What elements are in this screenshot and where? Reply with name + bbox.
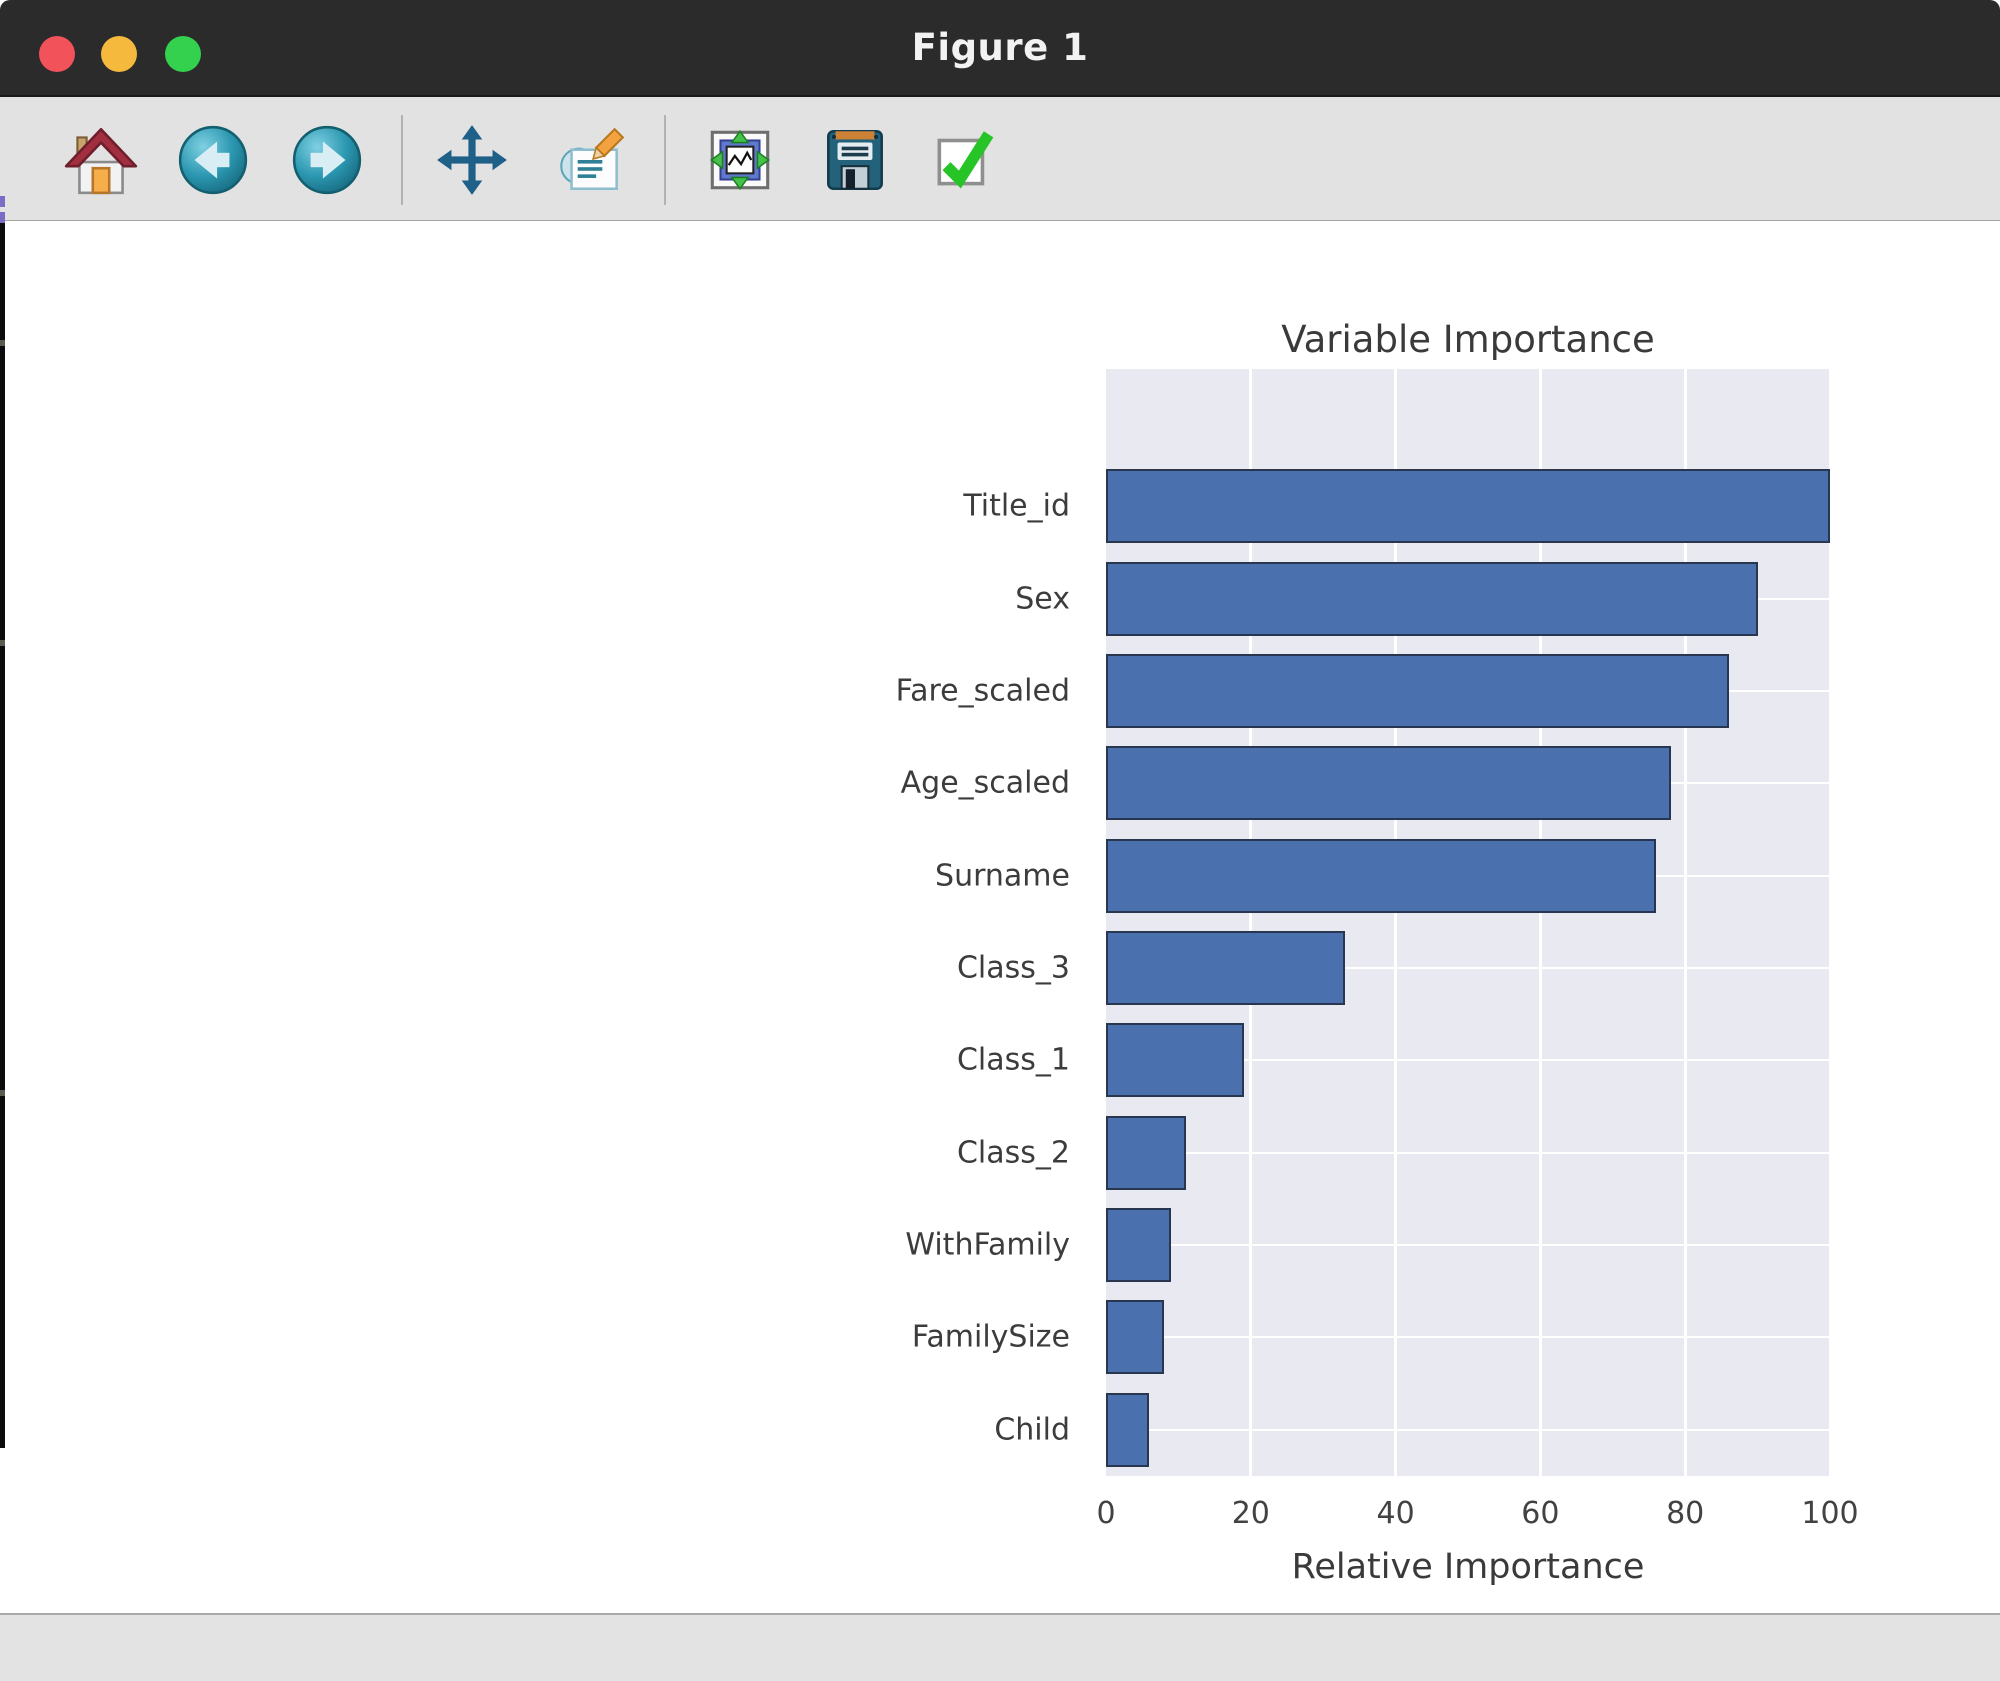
screen-edge-artifact: [0, 212, 5, 223]
screen-edge-artifact: [0, 196, 5, 207]
screen-edge-artifact: [0, 340, 5, 346]
save-icon: [816, 121, 894, 199]
category-label-Fare_scaled: Fare_scaled: [895, 673, 1070, 709]
save-button[interactable]: [816, 121, 894, 199]
category-label-WithFamily: WithFamily: [905, 1227, 1070, 1263]
gridline-horizontal: [1106, 1336, 1830, 1339]
gridline-vertical: [1249, 369, 1253, 1476]
category-label-Child: Child: [994, 1412, 1070, 1448]
gridline-horizontal: [1106, 1244, 1830, 1247]
category-label-Age_scaled: Age_scaled: [900, 765, 1070, 801]
category-label-FamilySize: FamilySize: [911, 1319, 1070, 1355]
gridline-vertical: [1394, 369, 1398, 1476]
statusbar: [0, 1613, 2000, 1681]
customize-button[interactable]: [551, 121, 629, 199]
gridline-vertical: [1538, 369, 1542, 1476]
chart-title: Variable Importance: [1281, 318, 1655, 361]
matplotlib-toolbar: [0, 97, 2000, 269]
toolbar-separator: [401, 115, 403, 205]
bar-Class_1: [1106, 1023, 1244, 1098]
configure-subplots-button[interactable]: [701, 121, 779, 199]
gridline-horizontal: [1106, 967, 1830, 969]
x-axis-ticks: 0 20 40 60 80 100: [1096, 1496, 1858, 1536]
axes: Variable Importance Title_id Sex Fare_scal…: [896, 318, 1859, 1587]
gridline-vertical: [1683, 369, 1687, 1476]
check-button[interactable]: [926, 121, 1004, 199]
check-icon: [926, 121, 1004, 199]
category-label-Class_3: Class_3: [956, 950, 1070, 986]
forward-button[interactable]: [288, 121, 366, 199]
x-axis-label: Relative Importance: [1291, 1547, 1645, 1587]
bar-Title_id: [1106, 469, 1830, 544]
bar-Class_3: [1106, 931, 1345, 1005]
close-button[interactable]: [39, 36, 75, 72]
screen-edge-artifact: [0, 640, 5, 646]
screen-edge-artifact: [0, 1090, 5, 1096]
category-label-Sex: Sex: [1015, 581, 1070, 617]
gridline-horizontal: [1106, 1428, 1830, 1431]
home-icon: [62, 121, 140, 199]
pan-button[interactable]: [433, 121, 511, 199]
category-label-Class_1: Class_1: [956, 1042, 1070, 1078]
toolbar-separator: [664, 115, 666, 205]
window-title: Figure 1: [911, 26, 1089, 69]
bar-Sex: [1106, 561, 1758, 636]
home-button[interactable]: [62, 121, 140, 199]
x-tick-label: 20: [1231, 1496, 1270, 1531]
back-button[interactable]: [174, 121, 252, 199]
category-label-Surname: Surname: [935, 858, 1070, 894]
customize-icon: [551, 121, 629, 199]
configure-subplots-icon: [701, 121, 779, 199]
bar-FamilySize: [1106, 1300, 1164, 1375]
figure-canvas[interactable]: Variable Importance Title_id Sex Fare_scal…: [0, 221, 2000, 1613]
back-icon: [174, 121, 252, 199]
x-tick-label: 0: [1096, 1496, 1116, 1531]
x-tick-label: 100: [1801, 1496, 1859, 1531]
x-tick-label: 60: [1521, 1496, 1560, 1531]
bar-WithFamily: [1106, 1208, 1172, 1283]
maximize-button[interactable]: [165, 36, 201, 72]
gridline-vertical: [1828, 369, 1832, 1476]
titlebar[interactable]: Figure 1: [0, 0, 2000, 97]
pan-icon: [433, 121, 511, 199]
gridline-horizontal: [1106, 1151, 1830, 1154]
bar-Age_scaled: [1106, 746, 1671, 821]
bar-Fare_scaled: [1106, 653, 1729, 728]
gridline-horizontal: [1106, 1059, 1830, 1062]
x-tick-label: 40: [1376, 1496, 1415, 1531]
bar-Class_2: [1106, 1115, 1186, 1190]
category-label-Title_id: Title_id: [963, 488, 1070, 524]
bar-Surname: [1106, 838, 1657, 913]
x-tick-label: 80: [1666, 1496, 1705, 1531]
screen-edge-artifact: [0, 212, 5, 1448]
forward-icon: [288, 121, 366, 199]
y-axis-labels: Title_id Sex Fare_scaled Age_scaled Surname C…: [726, 369, 1086, 1476]
category-label-Class_2: Class_2: [956, 1135, 1070, 1171]
bar-Child: [1106, 1392, 1150, 1467]
minimize-button[interactable]: [101, 36, 137, 72]
